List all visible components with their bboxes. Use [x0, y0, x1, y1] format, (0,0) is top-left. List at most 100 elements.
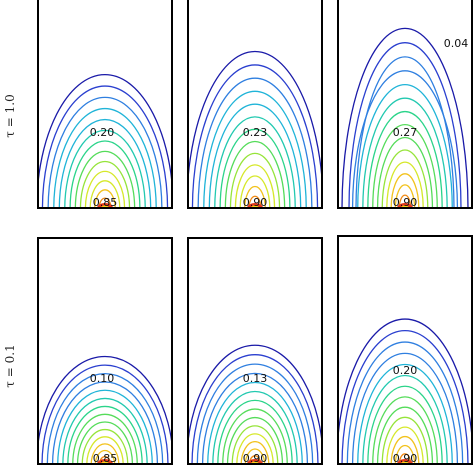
contour-line — [231, 425, 279, 464]
contour-line — [386, 161, 424, 208]
contour-line — [240, 440, 270, 464]
contour-line — [226, 416, 284, 464]
contour-line — [372, 396, 438, 464]
contour-label-middle: 0.27 — [393, 126, 418, 139]
contour-line — [217, 399, 293, 464]
contour-line — [191, 354, 319, 464]
contour-line — [219, 128, 291, 208]
contour-line — [372, 123, 438, 208]
contour-line — [362, 374, 448, 464]
contour-line — [386, 426, 424, 464]
contour-line — [362, 97, 448, 208]
contour-line — [94, 189, 116, 208]
contour-panel-tau01-c: 0.20 0.90 — [337, 235, 473, 465]
contour-line — [357, 83, 453, 208]
row-tau-1-0: τ = 1.0 0.20 0.85 0.23 0.90 0.27 0.90 0.04 — [3, 0, 473, 209]
contour-lines — [338, 318, 472, 464]
contour-label-peak: 0.85 — [93, 196, 118, 209]
contour-line — [69, 140, 141, 208]
contour-line — [341, 329, 469, 464]
contour-line — [38, 355, 172, 451]
contour-line — [98, 197, 112, 208]
contour-label-middle: 0.10 — [90, 372, 115, 385]
contour-label-top: 0.04 — [444, 37, 469, 50]
contour-line — [196, 363, 314, 464]
contour-line — [390, 173, 420, 208]
contour-line — [94, 449, 116, 464]
panel-frame — [187, 237, 323, 465]
contour-line — [84, 170, 126, 208]
contour-line — [188, 344, 322, 449]
row-label-tau-1-0: τ = 1.0 — [3, 94, 17, 137]
contour-line — [381, 149, 429, 208]
contour-line — [38, 73, 172, 191]
contour-line — [89, 180, 121, 208]
row-label-tau-0-1: τ = 0.1 — [3, 344, 17, 387]
contour-line — [64, 129, 146, 208]
contour-line — [191, 64, 319, 208]
contour-line — [208, 103, 302, 208]
contour-label-middle: 0.13 — [243, 372, 268, 385]
contour-line — [74, 150, 136, 208]
contour-line — [398, 453, 412, 464]
contour-line — [53, 107, 157, 208]
contour-line — [197, 77, 313, 208]
contour-line — [79, 160, 131, 208]
contour-line — [376, 406, 434, 464]
contour-label-middle: 0.20 — [90, 126, 115, 139]
contour-line — [58, 118, 152, 208]
contour-line — [338, 318, 472, 446]
contour-line — [229, 152, 281, 208]
contour-line — [51, 381, 159, 464]
contour-line — [381, 416, 429, 464]
contour-line — [351, 352, 459, 464]
contour-line — [239, 175, 271, 208]
contour-line — [81, 428, 129, 464]
contour-lines — [188, 50, 322, 208]
contour-line — [244, 448, 266, 464]
contour-line — [188, 50, 322, 188]
contour-line — [224, 140, 286, 208]
contour-line — [346, 341, 464, 464]
contour-line — [86, 436, 124, 464]
contour-panel-tau01-a: 0.10 0.85 — [37, 237, 173, 465]
contour-line — [201, 372, 309, 464]
contour-line — [90, 443, 120, 464]
contour-lines — [38, 73, 172, 208]
panel-frame — [37, 237, 173, 465]
contour-line — [398, 194, 412, 208]
contour-line — [376, 136, 434, 208]
contour-line — [348, 42, 462, 208]
contour-line — [367, 110, 443, 208]
contour-line — [357, 363, 453, 464]
panel-frame — [337, 0, 473, 209]
contour-line — [367, 385, 443, 464]
contour-label-middle: 0.23 — [243, 126, 268, 139]
contour-lines — [341, 27, 469, 208]
contour-line — [351, 70, 459, 208]
contour-line — [214, 116, 296, 208]
contour-label-peak: 0.85 — [93, 452, 118, 465]
contour-panel-tau1-c: 0.27 0.90 0.04 — [337, 0, 473, 209]
contour-line — [47, 96, 163, 208]
contour-label-peak: 0.90 — [393, 196, 418, 209]
contour-panel-tau1-a: 0.20 0.85 — [37, 0, 173, 209]
contour-panel-tau1-b: 0.23 0.90 — [187, 0, 323, 209]
contour-line — [234, 164, 276, 208]
contour-line — [67, 405, 143, 464]
contour-line — [341, 27, 469, 208]
contour-line — [203, 90, 307, 208]
contour-label-peak: 0.90 — [393, 452, 418, 465]
contour-line — [394, 444, 416, 464]
contour-line — [244, 185, 266, 208]
panel-frame — [37, 0, 173, 209]
contour-line — [41, 85, 169, 208]
contour-panel-tau01-b: 0.13 0.90 — [187, 237, 323, 465]
contour-line — [72, 413, 138, 464]
contour-line — [355, 56, 455, 208]
contour-line — [76, 421, 134, 464]
contour-line — [248, 195, 262, 208]
contour-line — [62, 397, 148, 464]
row-tau-0-1: τ = 0.1 0.10 0.85 0.13 0.90 0.20 0.90 — [3, 235, 473, 465]
